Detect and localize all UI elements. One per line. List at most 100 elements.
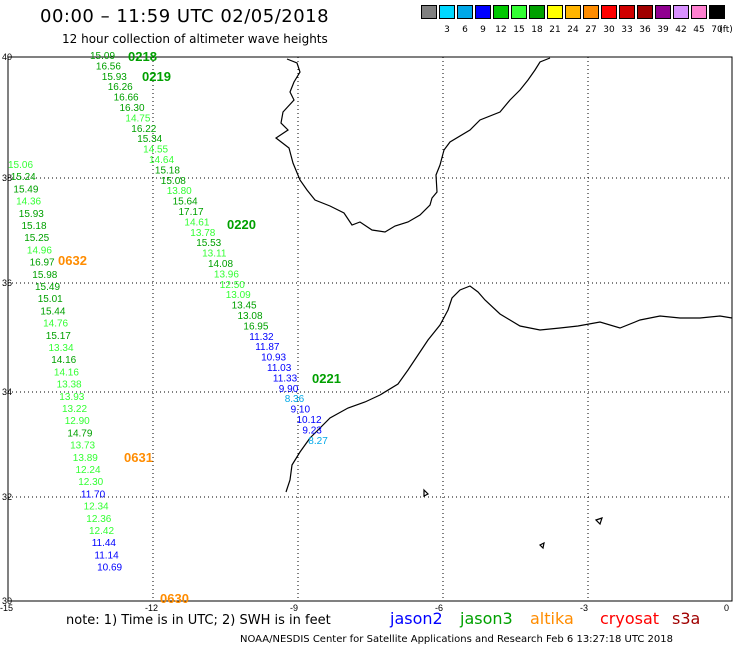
legend-swatch <box>691 5 707 19</box>
legend-label: 36 <box>639 25 651 35</box>
legend-swatch <box>493 5 509 19</box>
swh-value: 15.24 <box>11 172 36 183</box>
swh-value: 14.55 <box>143 145 168 156</box>
swh-value: 11.03 <box>267 363 292 374</box>
legend-swatch <box>655 5 671 19</box>
island-canary-1 <box>423 488 430 497</box>
swh-value: 12.50 <box>220 280 245 291</box>
longitude-label: -6 <box>435 603 443 613</box>
swh-value: 13.80 <box>167 186 192 197</box>
swh-value: 15.17 <box>46 331 71 342</box>
legend-label: 12 <box>495 25 507 35</box>
coastline-iberia <box>274 57 551 233</box>
legend-label: 15 <box>513 25 525 35</box>
legend-swatch <box>583 5 599 19</box>
swh-value: 15.25 <box>24 233 49 244</box>
swh-value: 13.08 <box>238 311 263 322</box>
swh-value: 13.45 <box>232 301 257 312</box>
legend-label: 70 <box>711 25 723 35</box>
swh-value: 15.49 <box>35 282 60 293</box>
satellite-name-jason3: jason3 <box>460 609 513 628</box>
legend-swatch <box>637 5 653 19</box>
swh-value: 14.16 <box>51 355 76 366</box>
pass-time-tag: 0221 <box>312 371 341 386</box>
longitude-labels: -15 -12 -9 -6 -3 0 <box>0 603 729 613</box>
legend-swatch <box>673 5 689 19</box>
latitude-label: 36 <box>2 278 12 288</box>
pass-time-tag: 0630 <box>160 591 189 606</box>
swh-value: 13.78 <box>190 228 215 239</box>
swh-value: 14.08 <box>208 259 233 270</box>
satellite-name-altika: altika <box>530 609 574 628</box>
swh-value: 15.64 <box>173 197 198 208</box>
swh-value: 15.98 <box>32 270 57 281</box>
latitude-labels: 40 38 36 34 32 30 <box>2 52 12 606</box>
pass-time-tag: 0218 <box>128 49 157 64</box>
satellite-name-jason2: jason2 <box>390 609 443 628</box>
swh-value: 10.12 <box>297 415 322 426</box>
swh-value: 11.70 <box>81 489 106 500</box>
swh-value: 13.96 <box>214 269 239 280</box>
swh-value: 14.64 <box>149 155 174 166</box>
coastline-morocco <box>309 285 733 439</box>
legend-label: 33 <box>621 25 633 35</box>
pass-time-tag: 0219 <box>142 69 171 84</box>
swh-value: 15.08 <box>161 176 186 187</box>
swh-value: 11.14 <box>94 550 119 561</box>
swh-value: 15.06 <box>8 160 33 171</box>
swh-value: 12.90 <box>65 416 90 427</box>
latitude-label: 40 <box>2 52 12 62</box>
map-frame <box>7 56 733 602</box>
swh-value: 13.93 <box>59 392 84 403</box>
legend-swatch <box>421 5 437 19</box>
swh-value: 16.22 <box>131 124 156 135</box>
swh-value: 15.09 <box>90 51 115 62</box>
legend-unit-label: (ft) <box>719 25 733 35</box>
swh-value: 10.69 <box>97 563 122 574</box>
swh-value: 14.75 <box>125 113 150 124</box>
swh-value: 14.96 <box>27 245 52 256</box>
swh-value: 9.10 <box>291 405 311 416</box>
legend-label: 9 <box>480 25 486 35</box>
legend-swatch <box>439 5 455 19</box>
swh-value: 16.66 <box>114 93 139 104</box>
swh-value: 15.49 <box>13 184 38 195</box>
pass-time-tag: 0631 <box>124 450 153 465</box>
legend-swatch <box>529 5 545 19</box>
swh-value: 14.36 <box>16 197 41 208</box>
coastline-morocco-south <box>285 437 311 493</box>
legend-swatch <box>565 5 581 19</box>
swh-value: 11.32 <box>249 332 274 343</box>
altimeter-track-values: 15.0916.5615.9316.2616.6616.3014.7516.22… <box>8 51 328 574</box>
longitude-label: 0 <box>724 603 729 613</box>
swh-value: 8.27 <box>308 436 328 447</box>
swh-value: 13.09 <box>226 290 251 301</box>
legend-swatch <box>709 5 725 19</box>
swh-value: 16.30 <box>120 103 145 114</box>
satellite-name-cryosat: cryosat <box>600 609 660 628</box>
longitude-label: -9 <box>290 603 298 613</box>
swh-value: 15.18 <box>22 221 47 232</box>
swh-value: 14.61 <box>184 217 209 228</box>
swh-value: 12.42 <box>89 526 114 537</box>
legend-swatch <box>457 5 473 19</box>
swh-value: 11.44 <box>92 538 117 549</box>
legend-label: 45 <box>693 25 705 35</box>
longitude-label: -15 <box>0 603 13 613</box>
longitude-label: -3 <box>580 603 588 613</box>
footnote-units: note: 1) Time is in UTC; 2) SWH is in fe… <box>66 613 331 628</box>
swh-value: 16.56 <box>96 61 121 72</box>
swh-value: 12.36 <box>86 514 111 525</box>
swh-value: 12.34 <box>84 502 109 513</box>
legend-swatch <box>511 5 527 19</box>
swh-value: 12.30 <box>78 477 103 488</box>
swh-value: 13.73 <box>70 441 95 452</box>
legend-label: 18 <box>531 25 543 35</box>
swh-value: 13.34 <box>49 343 74 354</box>
coastline <box>274 57 733 550</box>
page-subtitle: 12 hour collection of altimeter wave hei… <box>62 32 328 46</box>
swh-value: 11.87 <box>255 342 280 353</box>
swh-value: 13.11 <box>202 249 227 260</box>
graticule <box>8 57 732 601</box>
longitude-label: -12 <box>145 603 158 613</box>
